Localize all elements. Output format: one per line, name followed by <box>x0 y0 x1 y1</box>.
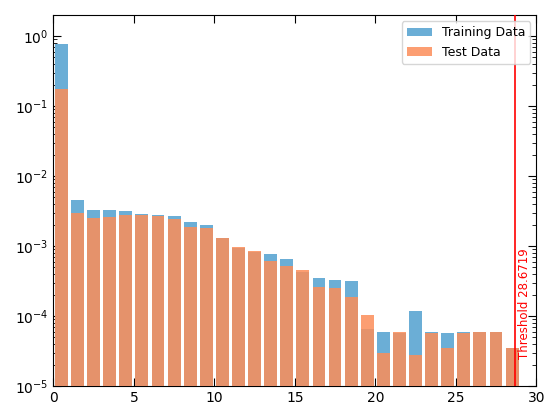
Legend: Training Data, Test Data: Training Data, Test Data <box>402 21 530 63</box>
Bar <box>345 281 358 420</box>
Bar <box>264 261 277 420</box>
Bar <box>441 348 454 420</box>
Bar <box>103 217 116 420</box>
Bar <box>184 222 197 420</box>
Bar <box>87 210 100 420</box>
Bar <box>87 218 100 420</box>
Bar <box>312 287 325 420</box>
Bar <box>393 332 406 420</box>
Bar <box>71 213 84 420</box>
Bar <box>506 348 519 420</box>
Bar <box>441 333 454 420</box>
Bar <box>489 332 502 420</box>
Bar <box>281 266 293 420</box>
Bar <box>393 333 406 420</box>
Bar <box>167 216 180 420</box>
Bar <box>329 280 342 420</box>
Bar <box>409 310 422 420</box>
Bar <box>409 355 422 420</box>
Bar <box>103 210 116 420</box>
Bar <box>458 332 470 420</box>
Bar <box>377 332 390 420</box>
Bar <box>296 270 309 420</box>
Bar <box>55 44 68 420</box>
Bar <box>167 220 180 420</box>
Bar <box>345 297 358 420</box>
Bar <box>136 215 148 420</box>
Bar <box>200 225 213 420</box>
Bar <box>248 252 261 420</box>
Bar <box>281 259 293 420</box>
Bar <box>264 254 277 420</box>
Bar <box>152 216 165 420</box>
Bar <box>361 329 374 420</box>
Bar <box>361 315 374 420</box>
Bar <box>248 251 261 420</box>
Bar <box>473 332 486 420</box>
Bar <box>216 238 229 420</box>
Bar <box>55 89 68 420</box>
Bar <box>119 211 132 420</box>
Bar <box>232 247 245 420</box>
Bar <box>216 238 229 420</box>
Bar <box>425 333 438 420</box>
Bar <box>473 332 486 420</box>
Bar <box>136 214 148 420</box>
Bar <box>71 200 84 420</box>
Bar <box>489 332 502 420</box>
Bar <box>312 278 325 420</box>
Bar <box>329 288 342 420</box>
Bar <box>296 273 309 420</box>
Bar <box>458 333 470 420</box>
Bar <box>184 227 197 420</box>
Bar <box>119 215 132 420</box>
Bar <box>152 215 165 420</box>
Bar <box>425 332 438 420</box>
Bar <box>506 348 519 420</box>
Bar <box>232 248 245 420</box>
Text: Threshold 28.6719: Threshold 28.6719 <box>518 248 531 359</box>
Bar <box>200 228 213 420</box>
Bar <box>377 353 390 420</box>
